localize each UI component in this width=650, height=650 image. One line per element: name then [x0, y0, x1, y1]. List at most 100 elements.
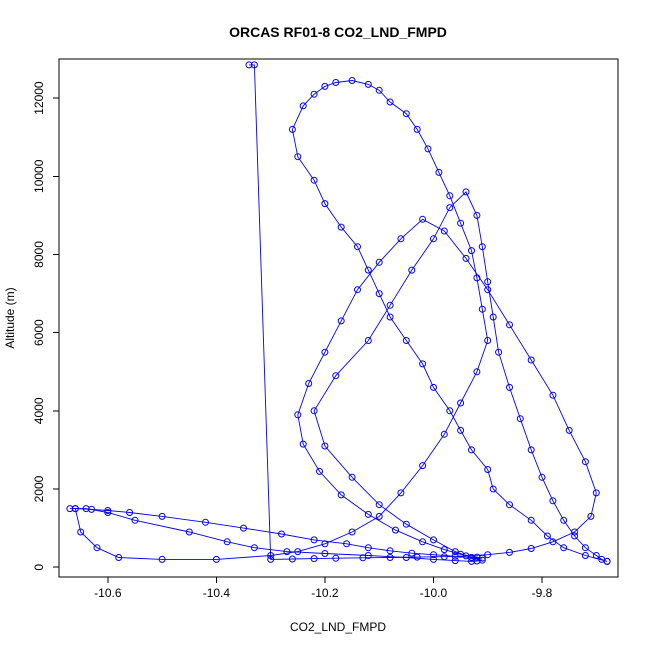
data-point [332, 372, 340, 380]
data-point [506, 501, 513, 509]
data-point [430, 555, 437, 563]
data-point [565, 426, 573, 434]
data-point [543, 532, 551, 540]
x-axis: -10.6 -10.4 -10.2 -10.0 -9.8 [94, 577, 553, 600]
data-point [337, 223, 345, 231]
data-point [462, 552, 470, 560]
data-point [560, 544, 568, 552]
data-point [359, 554, 367, 562]
y-tick-label: 2000 [32, 475, 46, 502]
data-point [484, 286, 492, 294]
data-point [560, 516, 568, 524]
data-point [321, 82, 329, 90]
data-point [440, 227, 448, 235]
data-point [321, 442, 329, 450]
data-point [430, 383, 437, 391]
data-point [71, 505, 79, 513]
data-point [581, 458, 589, 466]
data-point [294, 548, 302, 556]
data-point [402, 110, 410, 118]
data-point [375, 258, 383, 266]
data-point [408, 549, 416, 557]
data-point [348, 473, 356, 481]
data-point [386, 547, 394, 555]
data-point [424, 145, 432, 153]
data-point [581, 552, 589, 559]
data-point [462, 254, 470, 262]
data-point [419, 538, 427, 546]
data-point [451, 557, 459, 565]
data-point [549, 391, 557, 399]
data-point [364, 266, 372, 274]
data-point [430, 235, 437, 243]
data-point [294, 411, 302, 419]
data-point [321, 200, 329, 208]
data-point [310, 176, 318, 184]
data-point [446, 407, 454, 415]
x-tick-label: -9.8 [532, 586, 553, 600]
data-point [587, 512, 595, 520]
data-point [115, 554, 123, 561]
data-point [468, 247, 475, 255]
data-point [571, 532, 579, 540]
data-point [267, 555, 275, 563]
data-point [419, 462, 427, 470]
data-point [316, 467, 323, 475]
data-point [571, 528, 579, 536]
data-point [158, 512, 166, 520]
data-point [592, 489, 600, 497]
data-point [527, 356, 535, 364]
data-point [402, 520, 410, 528]
data-point [468, 557, 475, 565]
data-point [413, 553, 421, 561]
data-point [299, 440, 307, 448]
data-point [473, 211, 481, 219]
data-point [489, 313, 497, 321]
y-tick-label: 0 [32, 564, 46, 571]
data-point [386, 313, 394, 321]
data-point [484, 278, 492, 286]
data-point [386, 301, 394, 309]
x-tick-label: -10.6 [94, 586, 122, 600]
data-point [484, 551, 492, 559]
data-point [581, 544, 589, 552]
data-point [104, 507, 112, 514]
data-point [440, 546, 448, 554]
y-axis: 0 2000 4000 6000 8000 10000 12000 [32, 81, 59, 571]
data-point [245, 61, 253, 69]
x-tick-label: -10.4 [203, 586, 231, 600]
data-point [354, 243, 361, 251]
data-point [457, 399, 465, 407]
data-point [419, 360, 427, 368]
data-point [506, 321, 513, 329]
data-point [343, 540, 351, 548]
data-point [310, 536, 318, 544]
data-point [375, 501, 383, 509]
data-point [158, 555, 166, 563]
data-point [446, 192, 454, 200]
data-point [66, 505, 74, 513]
data-point [354, 286, 361, 294]
y-tick-label: 4000 [32, 397, 46, 424]
data-point [131, 516, 139, 524]
data-point [392, 526, 399, 534]
data-point [126, 509, 134, 516]
y-tick-label: 10000 [32, 159, 46, 193]
y-tick-label: 8000 [32, 241, 46, 268]
data-point [88, 505, 96, 513]
data-point [202, 518, 209, 526]
data-point [462, 188, 470, 196]
data-point [457, 426, 465, 434]
data-point [364, 337, 372, 344]
data-point [288, 555, 296, 563]
data-point [478, 556, 486, 564]
data-point [212, 555, 220, 563]
data-point [375, 86, 383, 94]
data-point [223, 538, 231, 546]
data-point [278, 530, 285, 538]
data-point [478, 243, 486, 251]
data-point [413, 125, 421, 133]
x-tick-label: -10.0 [420, 586, 448, 600]
data-point [397, 235, 405, 243]
